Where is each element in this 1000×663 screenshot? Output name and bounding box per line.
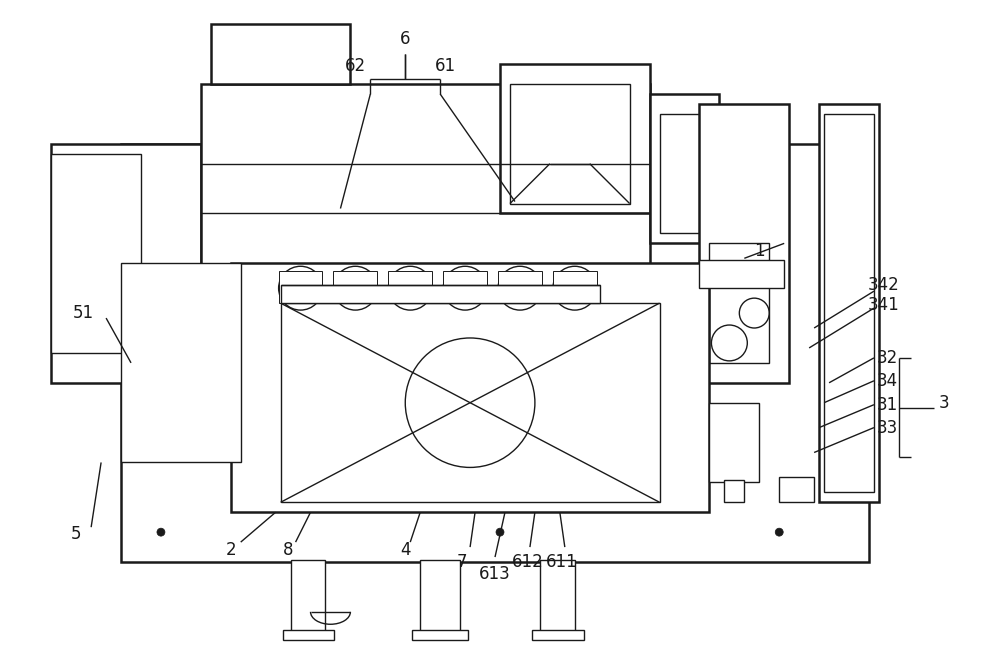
Bar	[660, 114, 709, 233]
Text: 61: 61	[435, 57, 456, 75]
Text: 32: 32	[876, 349, 898, 367]
Text: 613: 613	[479, 565, 511, 583]
Bar	[779, 477, 814, 503]
Text: 51: 51	[73, 304, 94, 322]
Bar	[412, 630, 468, 640]
Text: 33: 33	[876, 418, 898, 437]
Text: 7: 7	[457, 553, 467, 571]
Text: 34: 34	[876, 372, 897, 390]
Bar	[121, 263, 241, 463]
Text: 612: 612	[512, 553, 544, 571]
Bar	[281, 285, 600, 303]
Bar	[201, 84, 650, 283]
Bar	[291, 560, 325, 632]
Bar	[51, 144, 201, 383]
Circle shape	[775, 528, 783, 536]
Bar	[420, 560, 460, 632]
Bar	[498, 271, 542, 303]
Text: 62: 62	[345, 57, 366, 75]
Circle shape	[157, 528, 165, 536]
Bar	[283, 630, 334, 640]
Bar	[699, 104, 789, 383]
Bar	[724, 481, 744, 503]
Bar	[532, 630, 584, 640]
Bar	[819, 104, 879, 503]
Text: 31: 31	[876, 396, 898, 414]
Text: 4: 4	[400, 541, 411, 559]
Bar	[281, 303, 660, 503]
Bar	[443, 271, 487, 303]
Bar	[121, 144, 869, 562]
Bar	[51, 154, 141, 353]
Bar	[540, 560, 575, 632]
Text: 2: 2	[225, 541, 236, 559]
Bar	[500, 64, 650, 213]
Text: 3: 3	[938, 394, 949, 412]
Bar	[824, 114, 874, 493]
Text: 1: 1	[754, 243, 765, 261]
Bar	[211, 25, 350, 84]
Text: 341: 341	[868, 296, 900, 314]
Text: 6: 6	[400, 30, 411, 48]
Text: 611: 611	[546, 553, 578, 571]
Circle shape	[496, 528, 504, 536]
Bar	[699, 261, 784, 288]
Bar	[333, 271, 377, 303]
Text: 5: 5	[71, 525, 81, 543]
Text: 342: 342	[868, 276, 900, 294]
Bar	[279, 271, 322, 303]
Bar	[510, 84, 630, 204]
Bar	[709, 402, 759, 483]
Text: 8: 8	[283, 541, 294, 559]
Bar	[231, 263, 709, 512]
Bar	[553, 271, 597, 303]
Bar	[709, 243, 769, 363]
Bar	[388, 271, 432, 303]
Bar	[650, 94, 719, 243]
